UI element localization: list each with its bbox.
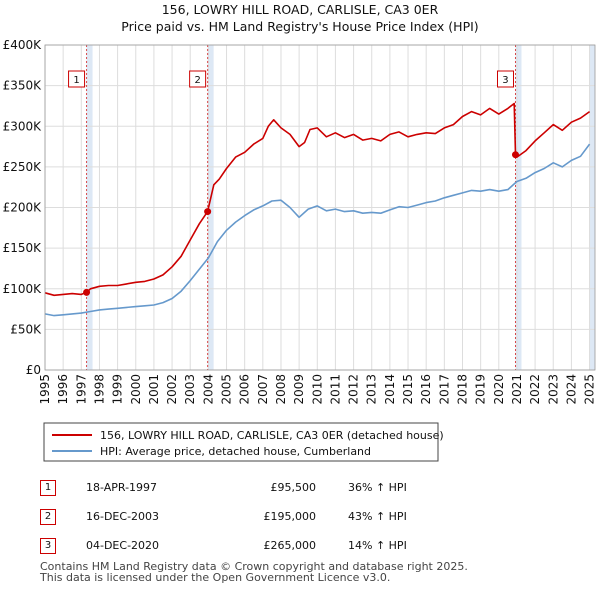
x-tick-label: 2008	[274, 374, 288, 405]
x-tick-label: 2020	[492, 374, 506, 405]
chart-subtitle: Price paid vs. HM Land Registry's House …	[121, 19, 478, 34]
y-tick-label: £400K	[3, 38, 43, 52]
x-tick-label: 2025	[583, 374, 597, 405]
series-line-property	[44, 102, 591, 297]
row-marker-badge: 2	[40, 508, 56, 525]
sale-label-box	[68, 70, 86, 88]
x-tick-label: 2007	[256, 374, 270, 405]
sale-point	[83, 288, 91, 296]
x-tick-label: 2004	[201, 374, 215, 405]
y-tick-label: £350K	[3, 79, 43, 93]
y-tick-label: £200K	[3, 201, 43, 215]
x-tick-label: 1997	[74, 374, 88, 405]
x-tick-label: 2000	[129, 374, 143, 405]
x-tick-label: 1995	[38, 374, 52, 405]
x-tick-label: 2022	[528, 374, 542, 405]
row-price: £265,000	[263, 539, 317, 552]
x-tick-label: 2011	[328, 374, 342, 405]
x-tick-label: 2010	[310, 374, 324, 405]
x-tick-label: 1996	[56, 374, 70, 405]
row-marker-badge: 3	[40, 537, 56, 554]
legend-label-hpi: HPI: Average price, detached house, Cumb…	[100, 445, 371, 458]
x-tick-label: 2012	[347, 374, 361, 405]
row-marker-badge: 1	[40, 479, 56, 496]
y-tick-label: £100K	[3, 282, 43, 296]
y-tick-label: £150K	[3, 241, 43, 255]
x-tick-label: 2005	[220, 374, 234, 405]
row-price: £95,500	[270, 481, 317, 494]
x-tick-label: 2006	[238, 374, 252, 405]
x-tick-label: 2024	[564, 374, 578, 405]
x-tick-label: 2016	[419, 374, 433, 405]
table-row: 3 04-DEC-2020 £265,000 14% ↑ HPI	[40, 531, 468, 560]
x-tick-label: 2014	[383, 374, 397, 405]
transactions-table: 1 18-APR-1997 £95,500 36% ↑ HPI 2 16-DEC…	[40, 473, 468, 560]
sale-label-box	[496, 70, 514, 88]
y-tick-label: £50K	[10, 322, 42, 336]
x-tick-label: 2001	[147, 374, 161, 405]
x-tick-label: 2015	[401, 374, 415, 405]
row-hpi: 36% ↑ HPI	[348, 481, 407, 494]
x-tick-label: 1999	[111, 374, 125, 405]
y-tick-label: £250K	[3, 160, 43, 174]
x-tick-label: 2013	[365, 374, 379, 405]
table-row: 1 18-APR-1997 £95,500 36% ↑ HPI	[40, 473, 468, 502]
row-price: £195,000	[263, 510, 317, 523]
footer-license: This data is licensed under the Open Gov…	[40, 571, 391, 584]
sale-point	[511, 151, 519, 159]
x-tick-label: 2023	[546, 374, 560, 405]
x-tick-label: 1998	[92, 374, 106, 405]
row-hpi: 43% ↑ HPI	[348, 510, 407, 523]
y-tick-label: £300K	[3, 119, 43, 133]
footer: Contains HM Land Registry data © Crown c…	[40, 561, 468, 583]
x-tick-label: 2018	[455, 374, 469, 405]
x-tick-label: 2009	[292, 374, 306, 405]
legend: 156, LOWRY HILL ROAD, CARLISLE, CA3 0ER …	[43, 422, 444, 462]
y-tick-label: £0	[26, 363, 41, 377]
legend-box	[43, 422, 439, 462]
sale-label-box	[189, 70, 207, 88]
row-date: 04-DEC-2020	[86, 539, 160, 552]
series-line-hpi	[44, 143, 591, 317]
legend-label-property: 156, LOWRY HILL ROAD, CARLISLE, CA3 0ER …	[100, 429, 444, 442]
sale-point	[204, 208, 212, 216]
x-tick-label: 2003	[183, 374, 197, 405]
x-tick-label: 2002	[165, 374, 179, 405]
row-date: 16-DEC-2003	[86, 510, 160, 523]
row-date: 18-APR-1997	[86, 481, 158, 494]
sale-label: 1	[73, 75, 79, 86]
price-chart: 156, LOWRY HILL ROAD, CARLISLE, CA3 0ER …	[3, 2, 597, 462]
table-row: 2 16-DEC-2003 £195,000 43% ↑ HPI	[40, 502, 468, 531]
plot-border	[44, 44, 596, 371]
x-tick-label: 2021	[510, 374, 524, 405]
x-tick-label: 2019	[474, 374, 488, 405]
sale-label: 3	[502, 75, 508, 86]
chart-title: 156, LOWRY HILL ROAD, CARLISLE, CA3 0ER	[162, 2, 439, 17]
x-tick-label: 2017	[437, 374, 451, 405]
sale-label: 2	[194, 75, 200, 86]
footer-copyright: Contains HM Land Registry data © Crown c…	[40, 560, 468, 573]
row-hpi: 14% ↑ HPI	[348, 539, 407, 552]
